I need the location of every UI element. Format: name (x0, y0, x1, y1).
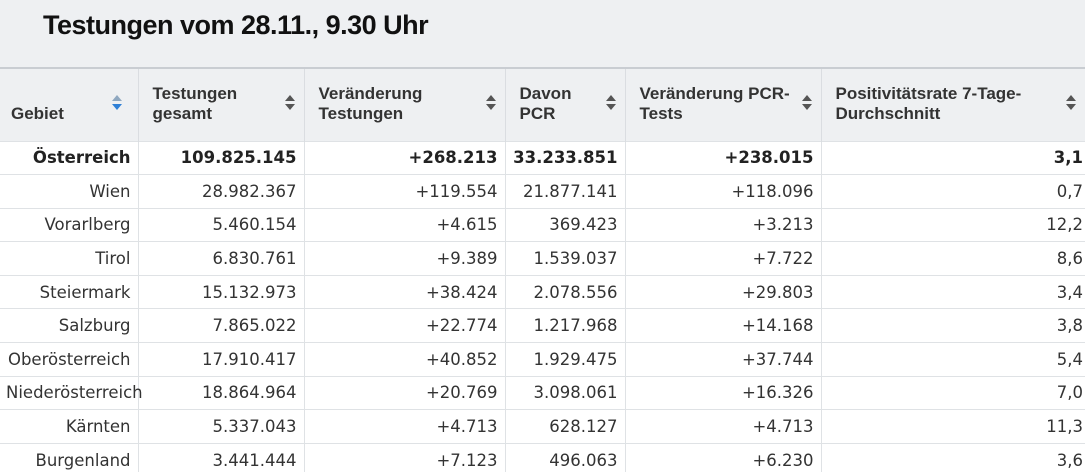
cell-veraenderung-pcr: +29.803 (625, 274, 822, 309)
cell-veraenderung-testungen: +40.852 (304, 342, 506, 377)
cell-positivitaetsrate: 8,6 (821, 241, 1085, 276)
table-row: Burgenland 3.441.444 +7.123 496.063 +6.2… (0, 442, 1085, 472)
sort-icon[interactable] (485, 95, 496, 111)
cell-veraenderung-testungen: +9.389 (304, 241, 506, 276)
cell-positivitaetsrate: 0,7 (821, 174, 1085, 209)
cell-testungen-gesamt: 17.910.417 (138, 342, 305, 377)
cell-positivitaetsrate: 3,4 (821, 274, 1085, 309)
cell-davon-pcr: 2.078.556 (505, 274, 626, 309)
cell-positivitaetsrate: 3,6 (821, 442, 1085, 472)
cell-davon-pcr: 628.127 (505, 409, 626, 444)
cell-davon-pcr: 369.423 (505, 207, 626, 242)
testing-table: Gebiet Testungen gesamt Veränderung Test… (0, 67, 1085, 472)
cell-veraenderung-testungen: +268.213 (304, 140, 506, 175)
cell-gebiet: Kärnten (0, 409, 139, 444)
cell-veraenderung-testungen: +4.713 (304, 409, 506, 444)
sort-icon[interactable] (1066, 95, 1076, 111)
column-header-label: Gebiet (11, 104, 64, 123)
cell-davon-pcr: 1.539.037 (505, 241, 626, 276)
cell-testungen-gesamt: 18.864.964 (138, 375, 305, 410)
column-header-label: Positivitätsrate 7-Tage-Durchschnitt (835, 84, 1022, 123)
cell-veraenderung-testungen: +22.774 (304, 308, 506, 343)
cell-veraenderung-pcr: +7.722 (625, 241, 822, 276)
cell-testungen-gesamt: 7.865.022 (138, 308, 305, 343)
table-row: Steiermark 15.132.973 +38.424 2.078.556 … (0, 274, 1085, 309)
column-header-veraenderung-testungen[interactable]: Veränderung Testungen (304, 67, 506, 141)
cell-positivitaetsrate: 12,2 (821, 207, 1085, 242)
table-row-total: Österreich 109.825.145 +268.213 33.233.8… (0, 140, 1085, 175)
sort-icon[interactable] (605, 95, 616, 111)
cell-davon-pcr: 496.063 (505, 442, 626, 472)
table-row: Vorarlberg 5.460.154 +4.615 369.423 +3.2… (0, 207, 1085, 242)
cell-gebiet: Vorarlberg (0, 207, 139, 242)
cell-veraenderung-testungen: +20.769 (304, 375, 506, 410)
cell-testungen-gesamt: 3.441.444 (138, 442, 305, 472)
cell-veraenderung-pcr: +14.168 (625, 308, 822, 343)
header-row: Gebiet Testungen gesamt Veränderung Test… (0, 67, 1085, 141)
cell-veraenderung-testungen: +4.615 (304, 207, 506, 242)
cell-veraenderung-pcr: +238.015 (625, 140, 822, 175)
cell-positivitaetsrate: 11,3 (821, 409, 1085, 444)
cell-testungen-gesamt: 15.132.973 (138, 274, 305, 309)
column-header-veraenderung-pcr[interactable]: Veränderung PCR-Tests (625, 67, 822, 141)
cell-davon-pcr: 1.217.968 (505, 308, 626, 343)
cell-veraenderung-pcr: +4.713 (625, 409, 822, 444)
cell-positivitaetsrate: 7,0 (821, 375, 1085, 410)
cell-positivitaetsrate: 3,8 (821, 308, 1085, 343)
cell-positivitaetsrate: 3,1 (821, 140, 1085, 175)
cell-testungen-gesamt: 5.460.154 (138, 207, 305, 242)
column-header-davon-pcr[interactable]: Davon PCR (505, 67, 626, 141)
cell-gebiet: Burgenland (0, 442, 139, 472)
column-header-label: Veränderung PCR-Tests (639, 84, 790, 123)
cell-testungen-gesamt: 5.337.043 (138, 409, 305, 444)
cell-testungen-gesamt: 109.825.145 (138, 140, 305, 175)
cell-gebiet: Niederösterreich (0, 375, 143, 410)
cell-davon-pcr: 21.877.141 (505, 174, 626, 209)
cell-veraenderung-pcr: +118.096 (625, 174, 822, 209)
cell-positivitaetsrate: 5,4 (821, 342, 1085, 377)
title-bar: Testungen vom 28.11., 9.30 Uhr (0, 0, 1085, 67)
cell-veraenderung-testungen: +7.123 (304, 442, 506, 472)
table-row: Salzburg 7.865.022 +22.774 1.217.968 +14… (0, 308, 1085, 343)
column-header-label: Veränderung Testungen (318, 84, 423, 123)
cell-gebiet: Österreich (0, 140, 139, 175)
column-header-label: Testungen gesamt (152, 84, 238, 123)
cell-gebiet: Salzburg (0, 308, 139, 343)
table-row: Kärnten 5.337.043 +4.713 628.127 +4.713 … (0, 409, 1085, 444)
sort-icon[interactable] (284, 95, 295, 111)
cell-davon-pcr: 33.233.851 (505, 140, 626, 175)
column-header-positivitaetsrate[interactable]: Positivitätsrate 7-Tage-Durchschnitt (821, 67, 1085, 141)
sort-icon[interactable] (111, 95, 122, 111)
column-header-label: Davon PCR (519, 84, 572, 123)
table-row: Tirol 6.830.761 +9.389 1.539.037 +7.722 … (0, 241, 1085, 276)
cell-gebiet: Oberösterreich (0, 342, 139, 377)
cell-veraenderung-pcr: +37.744 (625, 342, 822, 377)
cell-testungen-gesamt: 6.830.761 (138, 241, 305, 276)
cell-veraenderung-pcr: +16.326 (625, 375, 822, 410)
cell-davon-pcr: 3.098.061 (505, 375, 626, 410)
column-header-testungen-gesamt[interactable]: Testungen gesamt (138, 67, 305, 141)
cell-veraenderung-pcr: +3.213 (625, 207, 822, 242)
table-row: Niederösterreich 18.864.964 +20.769 3.09… (0, 375, 1085, 410)
sort-icon[interactable] (801, 95, 812, 111)
table-row: Wien 28.982.367 +119.554 21.877.141 +118… (0, 174, 1085, 209)
page-title: Testungen vom 28.11., 9.30 Uhr (43, 10, 429, 40)
cell-gebiet: Wien (0, 174, 139, 209)
column-header-gebiet[interactable]: Gebiet (0, 67, 139, 141)
cell-davon-pcr: 1.929.475 (505, 342, 626, 377)
table-row: Oberösterreich 17.910.417 +40.852 1.929.… (0, 342, 1085, 377)
cell-veraenderung-testungen: +38.424 (304, 274, 506, 309)
cell-gebiet: Tirol (0, 241, 139, 276)
cell-veraenderung-pcr: +6.230 (625, 442, 822, 472)
cell-testungen-gesamt: 28.982.367 (138, 174, 305, 209)
cell-gebiet: Steiermark (0, 274, 139, 309)
cell-veraenderung-testungen: +119.554 (304, 174, 506, 209)
